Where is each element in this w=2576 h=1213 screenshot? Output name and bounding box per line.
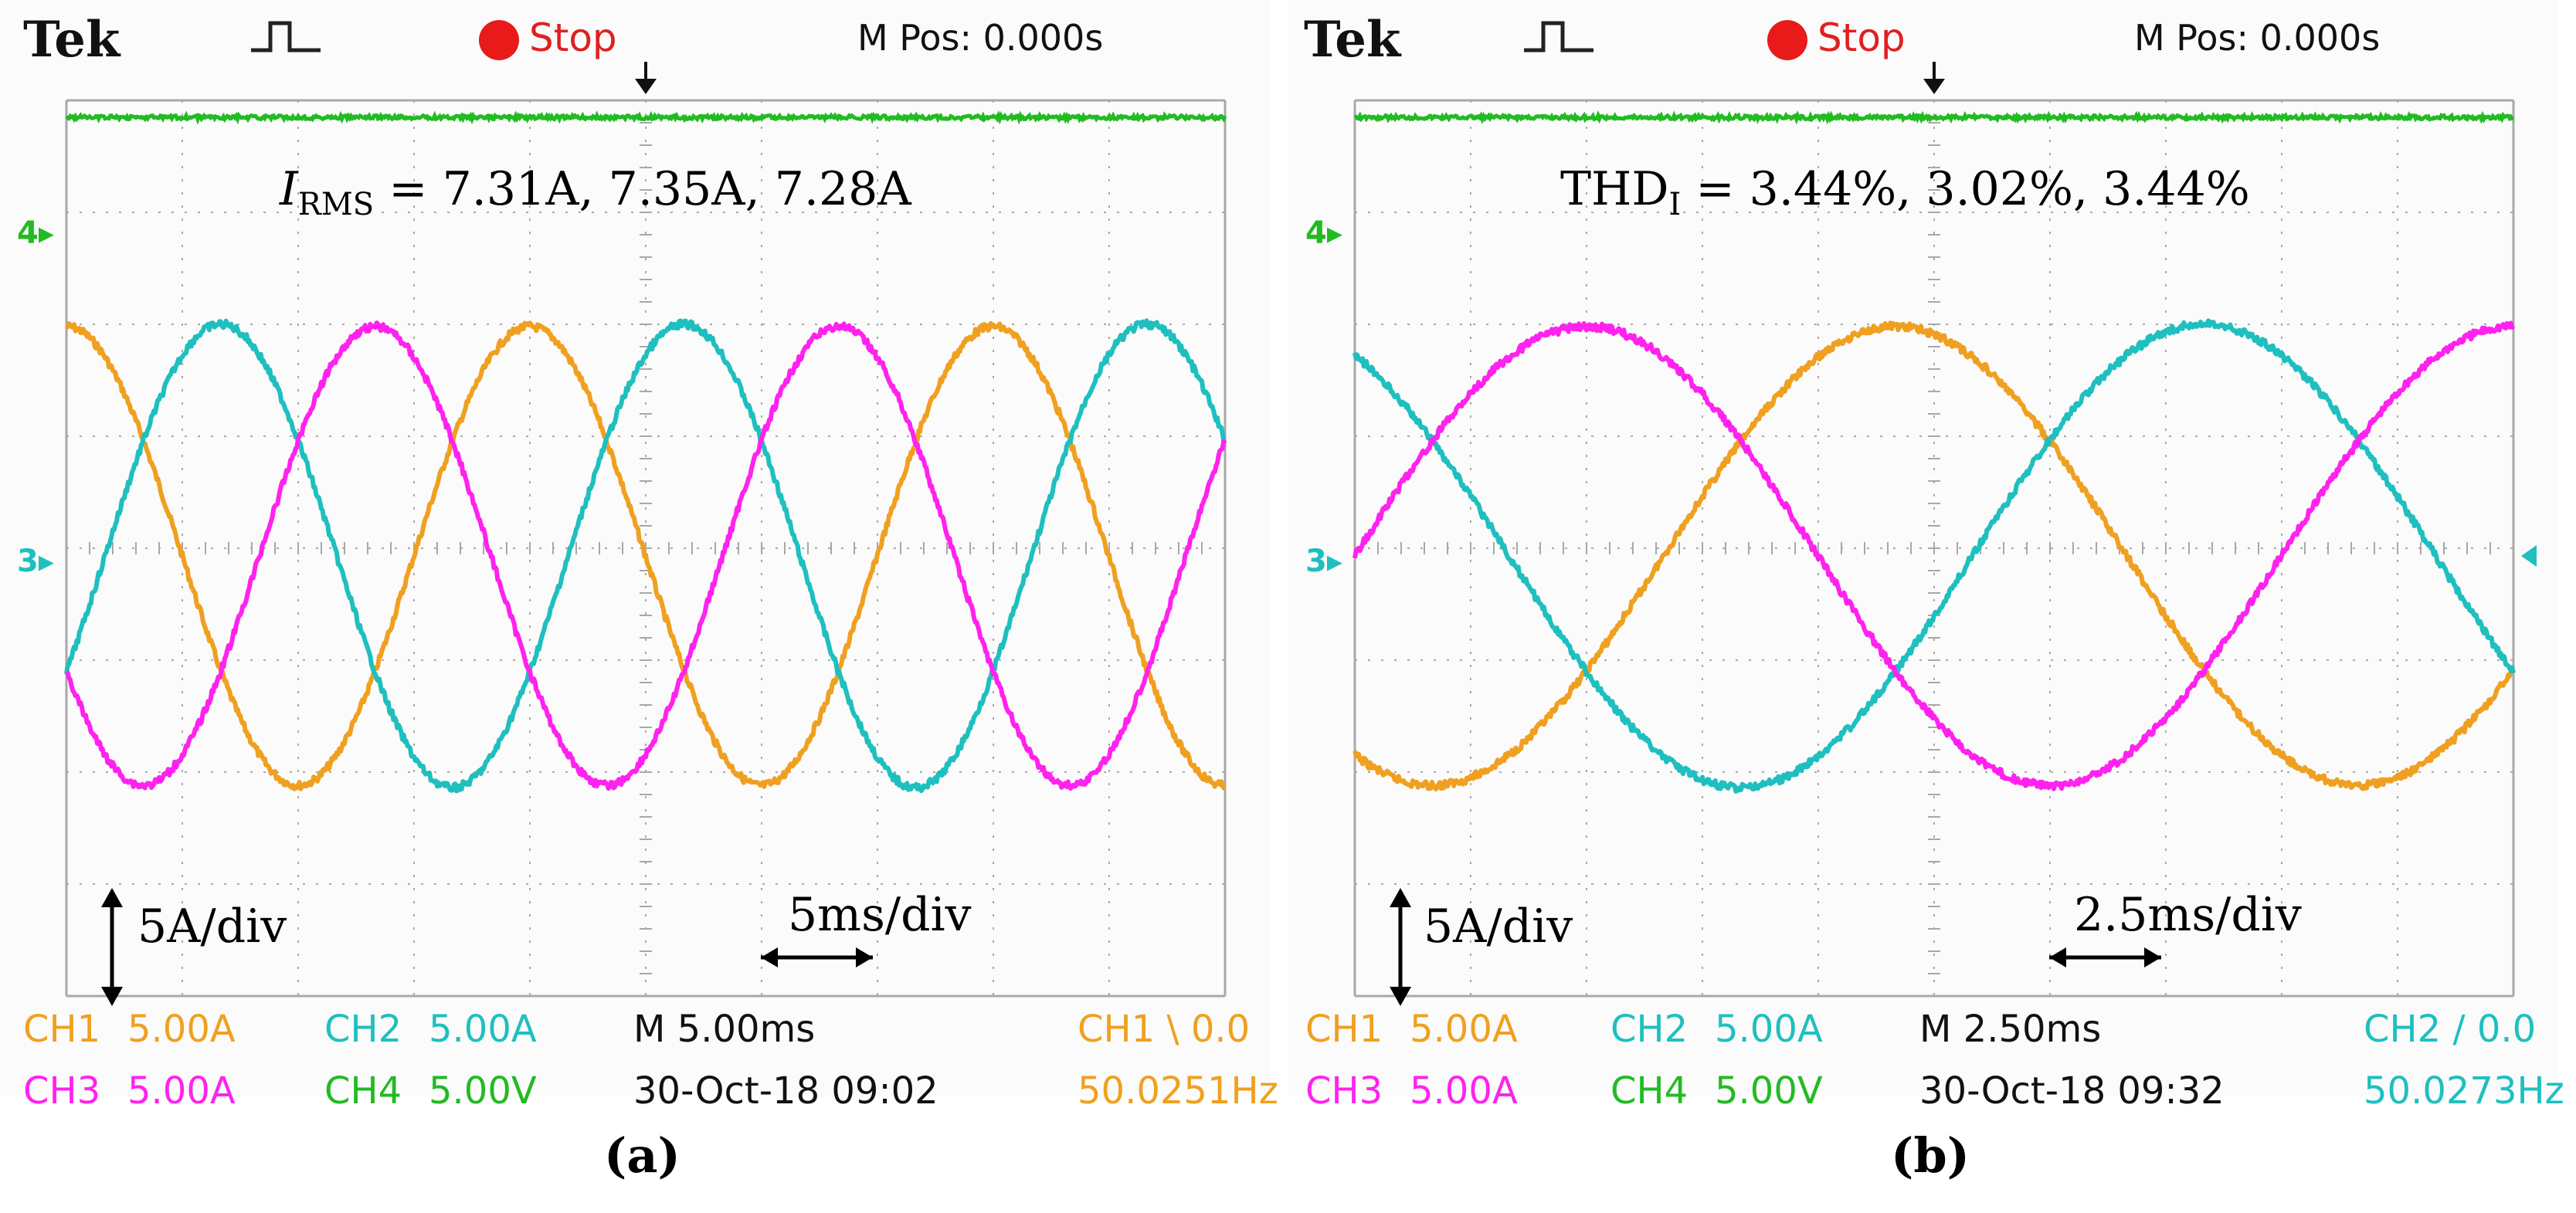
run-status: Stop — [529, 15, 617, 60]
frequency-readout: 50.0273Hz — [2364, 1069, 2564, 1113]
ch3-scale: 5.00A — [1410, 1069, 1518, 1113]
rms-subscript: RMS — [297, 187, 375, 222]
waveform-plot-a: 4▸ 3▸ — [17, 62, 1227, 1006]
trigger-readout: CH2 / 0.0 — [2364, 1008, 2537, 1051]
date-readout: 30-Oct-18 09:02 — [633, 1069, 938, 1113]
ch1-trace — [65, 320, 1227, 791]
ch4-ground-marker: 4▸ — [17, 215, 54, 251]
vscale-arrow — [101, 888, 123, 907]
ch3-scale: 5.00A — [127, 1069, 236, 1113]
ch4-trace — [65, 110, 1227, 125]
ch1-scale: 5.00A — [127, 1008, 236, 1051]
graticule — [65, 99, 1227, 998]
ch3-ground-marker: 3▸ — [17, 544, 54, 579]
ch3-trace — [1352, 320, 2516, 791]
caption-b: (b) — [1891, 1127, 1970, 1184]
ch4-scale: 5.00V — [1715, 1069, 1823, 1113]
rms-symbol: I — [280, 162, 298, 216]
ch4-scale: 5.00V — [429, 1069, 537, 1113]
ch2-scale: 5.00A — [1715, 1008, 1823, 1051]
trigger-position-icon — [635, 79, 657, 94]
trigger-readout: CH1 \ 0.0 — [1078, 1008, 1251, 1051]
m-pos-readout: M Pos: 0.000s — [857, 17, 1104, 59]
brand-label: Tek — [1304, 11, 1401, 69]
m-pos-readout: M Pos: 0.000s — [2134, 17, 2381, 59]
trigger-position-icon — [1923, 79, 1945, 94]
timebase-readout: M 5.00ms — [633, 1008, 816, 1051]
hscale-label: 2.5ms/div — [2074, 888, 2302, 942]
rms-annotation: IRMS = 7.31A, 7.35A, 7.28A — [280, 162, 911, 222]
vscale-arrow — [101, 987, 123, 1006]
ch2-trace — [64, 318, 1227, 794]
pulse-icon — [1524, 21, 1593, 53]
thd-annotation: THDI = 3.44%, 3.02%, 3.44% — [1560, 162, 2250, 222]
hscale-arrow — [856, 947, 873, 967]
ch2-label: CH2 — [1610, 1008, 1688, 1051]
stop-indicator-icon — [479, 20, 519, 60]
stop-indicator-icon — [1767, 20, 1807, 60]
ch2-label: CH2 — [324, 1008, 402, 1051]
vscale-arrow — [1390, 987, 1411, 1006]
ch3-label: CH3 — [1305, 1069, 1383, 1113]
ch1-label: CH1 — [1305, 1008, 1383, 1051]
date-readout: 30-Oct-18 09:32 — [1919, 1069, 2225, 1113]
caption-a: (a) — [604, 1127, 680, 1184]
waveform-plot-b: 4▸ 3▸ — [1305, 62, 2537, 1006]
thd-subscript: I — [1668, 187, 1682, 222]
timebase-readout: M 2.50ms — [1919, 1008, 2102, 1051]
ch2-scale: 5.00A — [429, 1008, 537, 1051]
hscale-label: 5ms/div — [788, 888, 972, 942]
hscale-arrow — [761, 947, 778, 967]
ch4-label: CH4 — [324, 1069, 402, 1113]
ch3-trace — [65, 320, 1227, 791]
hscale-arrow — [2144, 947, 2161, 967]
vscale-label: 5A/div — [137, 900, 287, 954]
ch4-ground-marker: 4▸ — [1305, 215, 1342, 251]
thd-symbol: THD — [1560, 162, 1669, 216]
ch2-trace — [1352, 318, 2516, 794]
pulse-icon — [251, 21, 321, 53]
ch1-scale: 5.00A — [1410, 1008, 1518, 1051]
ch1-trace — [1352, 320, 2515, 792]
frequency-readout: 50.0251Hz — [1078, 1069, 1278, 1113]
hscale-arrow — [2049, 947, 2066, 967]
ch3-label: CH3 — [23, 1069, 101, 1113]
graticule — [1353, 99, 2515, 998]
ch3-ground-marker: 3▸ — [1305, 544, 1342, 579]
run-status: Stop — [1817, 15, 1906, 60]
vscale-label: 5A/div — [1424, 900, 1573, 954]
vscale-arrow — [1390, 888, 1411, 907]
brand-label: Tek — [23, 11, 120, 69]
rms-values: = 7.31A, 7.35A, 7.28A — [374, 162, 911, 216]
ch1-label: CH1 — [23, 1008, 101, 1051]
thd-values: = 3.44%, 3.02%, 3.44% — [1681, 162, 2250, 216]
trigger-level-icon — [2521, 545, 2537, 567]
ch4-trace — [1354, 110, 2514, 125]
ch4-label: CH4 — [1610, 1069, 1688, 1113]
